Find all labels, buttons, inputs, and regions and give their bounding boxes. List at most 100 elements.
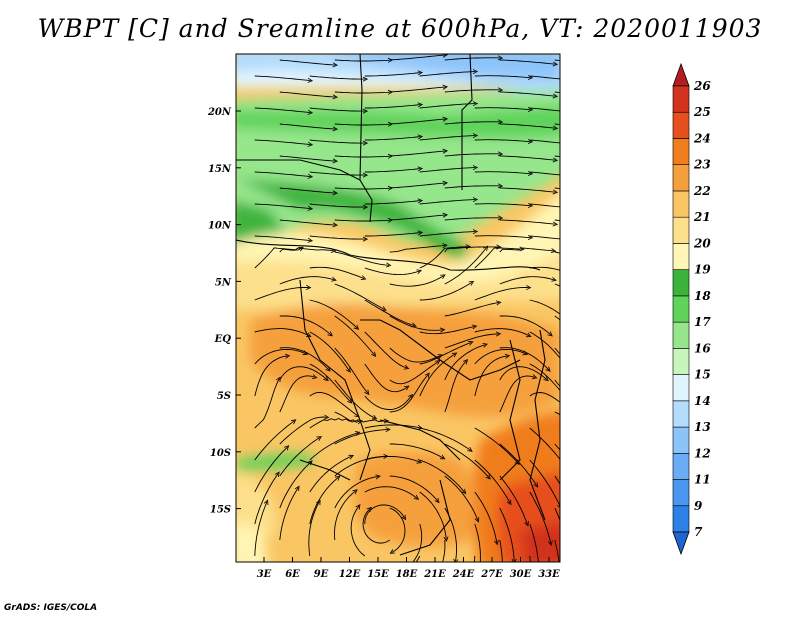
streamline: [554, 123, 560, 125]
streamline: [529, 491, 551, 544]
streamline: [364, 169, 421, 173]
streamline: [554, 155, 560, 157]
x-tick-label: 21E: [423, 569, 446, 580]
streamline: [474, 491, 497, 543]
streamline: [474, 204, 531, 206]
streamline: [529, 459, 560, 507]
streamline: [334, 456, 386, 477]
streamline: [444, 303, 499, 317]
streamline: [390, 507, 406, 553]
streamline: [254, 75, 311, 81]
colorbar-swatch: [672, 164, 690, 192]
streamline: [444, 443, 489, 478]
streamline: [499, 376, 535, 413]
colorbar-label: 19: [694, 263, 711, 277]
streamline: [389, 475, 438, 501]
streamline: [444, 186, 501, 189]
x-tick-label: 6E: [285, 569, 300, 580]
y-tick-label: 10N: [208, 221, 232, 232]
y-axis: 20N 15N 10N 5N EQ 5S 10S 15S: [207, 107, 241, 516]
streamline: [474, 555, 476, 562]
y-tick-label: 10S: [210, 448, 231, 459]
colorbar-swatch: [672, 269, 690, 297]
colorbar-label: 23: [693, 158, 711, 172]
streamline: [529, 523, 539, 562]
streamline: [309, 171, 366, 175]
y-tick-label: EQ: [214, 334, 232, 345]
streamline: [309, 107, 366, 111]
streamline: [364, 233, 421, 237]
streamline: [279, 462, 311, 509]
streamline: [444, 154, 501, 157]
streamline: [334, 188, 391, 189]
streamline: [499, 443, 537, 486]
streamline: [554, 283, 560, 287]
streamline: [499, 276, 555, 285]
streamline: [254, 447, 288, 493]
colorbar-swatch: [672, 479, 690, 507]
streamline: [419, 491, 447, 539]
colorbar-label: 17: [694, 315, 711, 329]
streamline: [529, 299, 560, 315]
streamline: [279, 91, 336, 97]
streamline: [389, 443, 444, 458]
colorbar-swatch: [672, 400, 690, 428]
colorbar-label: 18: [694, 289, 711, 303]
streamline: [419, 326, 475, 335]
streamline: [419, 232, 476, 237]
x-tick-label: 27E: [480, 569, 503, 580]
streamline: [474, 356, 508, 397]
colorbar-label: 22: [693, 184, 711, 198]
streamline: [412, 523, 423, 562]
streamline: [529, 75, 560, 80]
colorbar-label: 12: [694, 446, 711, 460]
streamline: [309, 139, 366, 143]
streamline: [554, 91, 560, 93]
x-tick-label: 3E: [257, 569, 272, 580]
streamline: [474, 288, 529, 301]
streamline: [254, 328, 309, 336]
streamline: [279, 376, 315, 413]
streamline: [254, 107, 311, 113]
streamline: [334, 60, 391, 61]
x-tick-label: 12E: [339, 569, 361, 580]
x-tick-label: 33E: [538, 569, 560, 580]
streamline: [499, 507, 515, 562]
streamline: [279, 417, 327, 445]
y-tick-label: 5N: [215, 277, 232, 288]
colorbar-top-arrow: [672, 62, 690, 87]
streamline: [389, 151, 446, 157]
streamline: [389, 315, 443, 330]
streamline: [444, 122, 501, 125]
streamline: [334, 92, 391, 93]
streamline: [309, 418, 361, 429]
streamline: [474, 459, 510, 503]
colorbar-swatch: [672, 243, 690, 270]
streamline: [364, 105, 421, 109]
streamline: [362, 509, 391, 544]
streamline: [389, 87, 446, 93]
streamline: [474, 348, 526, 365]
streamline: [499, 366, 547, 380]
streamline: [279, 247, 334, 252]
streamline: [334, 476, 379, 509]
streamline: [419, 104, 476, 109]
streamline: [364, 299, 415, 326]
streamline: [364, 363, 408, 393]
x-tick-label: 24E: [452, 569, 475, 580]
streamline: [474, 140, 531, 142]
x-tick-label: 18E: [396, 569, 418, 580]
streamline: [334, 124, 391, 125]
streamline: [529, 171, 560, 176]
streamline: [554, 507, 560, 522]
streamline: [279, 123, 336, 129]
streamline: [279, 59, 336, 65]
streamline: [254, 248, 302, 269]
colorbar-swatch: [672, 374, 690, 402]
streamline: [389, 362, 439, 385]
streamline: [334, 156, 391, 157]
streamline: [474, 76, 531, 78]
streamline: [529, 203, 560, 208]
y-tick-label: 15N: [208, 164, 232, 175]
colorbar-label: 11: [694, 473, 711, 487]
